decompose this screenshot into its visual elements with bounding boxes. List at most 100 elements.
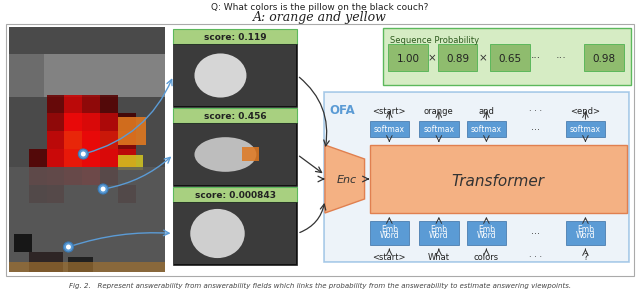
Ellipse shape [190, 209, 244, 258]
FancyBboxPatch shape [100, 113, 118, 131]
FancyBboxPatch shape [29, 149, 47, 167]
FancyBboxPatch shape [100, 167, 118, 185]
FancyBboxPatch shape [175, 203, 296, 264]
FancyBboxPatch shape [9, 262, 166, 272]
FancyBboxPatch shape [118, 117, 146, 145]
FancyBboxPatch shape [467, 221, 506, 245]
FancyBboxPatch shape [47, 95, 65, 113]
Text: Word: Word [477, 232, 496, 241]
Text: Emb: Emb [430, 225, 447, 234]
FancyBboxPatch shape [467, 121, 506, 137]
Text: orange: orange [424, 107, 454, 116]
FancyBboxPatch shape [100, 131, 118, 149]
Text: OFA: OFA [329, 104, 355, 117]
FancyBboxPatch shape [47, 149, 65, 167]
FancyBboxPatch shape [14, 234, 32, 252]
Text: Emb: Emb [577, 225, 594, 234]
FancyBboxPatch shape [566, 221, 605, 245]
FancyBboxPatch shape [83, 167, 100, 185]
Text: 0.89: 0.89 [446, 53, 469, 63]
FancyBboxPatch shape [173, 202, 297, 265]
FancyBboxPatch shape [83, 131, 100, 149]
FancyBboxPatch shape [47, 131, 65, 149]
Text: Emb: Emb [478, 225, 495, 234]
FancyBboxPatch shape [9, 167, 166, 272]
Text: 0.98: 0.98 [593, 53, 616, 63]
FancyBboxPatch shape [9, 27, 166, 272]
Ellipse shape [195, 137, 257, 172]
Text: 0.65: 0.65 [499, 53, 522, 63]
Text: ···: ··· [531, 125, 540, 135]
Ellipse shape [195, 53, 246, 98]
FancyBboxPatch shape [65, 113, 83, 131]
FancyBboxPatch shape [118, 149, 136, 167]
FancyBboxPatch shape [173, 123, 297, 186]
FancyBboxPatch shape [100, 149, 118, 167]
Text: ···: ··· [556, 53, 567, 63]
Text: Transformer: Transformer [452, 173, 545, 189]
Text: softmax: softmax [423, 126, 454, 135]
FancyBboxPatch shape [173, 44, 297, 107]
FancyBboxPatch shape [241, 147, 259, 161]
Text: · · ·: · · · [529, 253, 543, 262]
Circle shape [100, 187, 106, 192]
FancyBboxPatch shape [47, 167, 65, 185]
Text: <start>: <start> [372, 253, 406, 262]
Text: <start>: <start> [372, 107, 406, 116]
Text: score: 0.000843: score: 0.000843 [195, 191, 276, 200]
FancyBboxPatch shape [490, 44, 530, 71]
Text: ×: × [428, 53, 436, 63]
FancyBboxPatch shape [175, 45, 296, 106]
FancyBboxPatch shape [83, 149, 100, 167]
Text: and: and [479, 107, 494, 116]
FancyBboxPatch shape [566, 121, 605, 137]
FancyBboxPatch shape [118, 155, 143, 170]
FancyBboxPatch shape [383, 28, 631, 85]
FancyBboxPatch shape [29, 252, 63, 272]
Text: Q: What colors is the pillow on the black couch?: Q: What colors is the pillow on the blac… [211, 3, 429, 12]
FancyBboxPatch shape [173, 108, 297, 123]
Text: softmax: softmax [374, 126, 405, 135]
Text: softmax: softmax [471, 126, 502, 135]
FancyBboxPatch shape [118, 131, 136, 149]
FancyBboxPatch shape [65, 95, 83, 113]
FancyBboxPatch shape [369, 221, 409, 245]
FancyBboxPatch shape [65, 149, 83, 167]
FancyBboxPatch shape [83, 95, 100, 113]
Text: What: What [428, 253, 450, 262]
FancyBboxPatch shape [324, 92, 629, 262]
Circle shape [78, 149, 88, 159]
FancyBboxPatch shape [47, 113, 65, 131]
Circle shape [63, 242, 74, 252]
FancyBboxPatch shape [83, 113, 100, 131]
FancyBboxPatch shape [118, 185, 136, 203]
FancyBboxPatch shape [419, 121, 459, 137]
FancyBboxPatch shape [65, 167, 83, 185]
FancyBboxPatch shape [29, 185, 47, 203]
FancyBboxPatch shape [419, 221, 459, 245]
Text: colors: colors [474, 253, 499, 262]
Text: score: 0.456: score: 0.456 [204, 112, 267, 121]
Text: <end>: <end> [570, 107, 600, 116]
Text: ?: ? [583, 253, 588, 262]
Text: ···: ··· [531, 53, 541, 63]
FancyBboxPatch shape [65, 131, 83, 149]
FancyBboxPatch shape [388, 44, 428, 71]
Text: Enc: Enc [337, 175, 357, 185]
Text: Word: Word [380, 232, 399, 241]
FancyBboxPatch shape [47, 185, 65, 203]
Text: A: orange and yellow: A: orange and yellow [253, 11, 387, 24]
FancyBboxPatch shape [100, 95, 118, 113]
Text: 1.00: 1.00 [397, 53, 420, 63]
Circle shape [98, 184, 108, 194]
FancyBboxPatch shape [175, 124, 296, 185]
FancyBboxPatch shape [68, 257, 93, 272]
Text: Word: Word [429, 232, 449, 241]
Text: ···: ··· [531, 229, 540, 239]
FancyBboxPatch shape [118, 113, 136, 131]
FancyBboxPatch shape [438, 44, 477, 71]
Text: · · ·: · · · [529, 107, 543, 116]
FancyBboxPatch shape [9, 54, 166, 97]
Circle shape [81, 152, 86, 157]
Text: Word: Word [575, 232, 595, 241]
